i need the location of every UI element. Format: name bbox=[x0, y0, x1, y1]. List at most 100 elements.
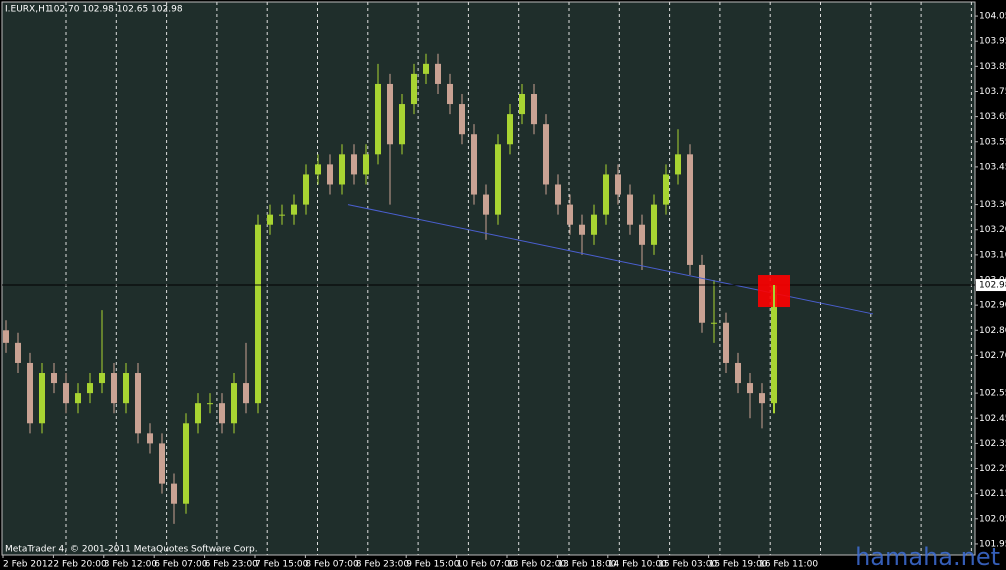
y-tick-label: 103.45 bbox=[979, 162, 1006, 172]
x-tick-label: 15 Feb 19:00 bbox=[709, 560, 768, 570]
candle-body bbox=[351, 154, 357, 175]
candle-body bbox=[495, 144, 501, 215]
candle-body bbox=[243, 383, 249, 404]
candle-body bbox=[147, 433, 153, 444]
candle-body bbox=[435, 63, 441, 84]
candle-body bbox=[471, 134, 477, 195]
candle-body bbox=[735, 362, 741, 384]
x-tick-label: 6 Feb 07:00 bbox=[154, 560, 208, 570]
x-tick-label: 10 Feb 07:00 bbox=[457, 560, 516, 570]
candle-body bbox=[315, 164, 321, 175]
candle-body bbox=[543, 124, 549, 185]
candle-body bbox=[63, 383, 69, 404]
y-tick-label: 102.80 bbox=[979, 326, 1006, 336]
x-tick-label: 9 Feb 15:00 bbox=[406, 560, 460, 570]
y-tick-label: 101.95 bbox=[979, 539, 1006, 549]
y-tick-label: 102.05 bbox=[979, 514, 1006, 524]
candle-body bbox=[291, 204, 297, 215]
y-tick-label: 102.70 bbox=[979, 351, 1006, 361]
price-label-box bbox=[976, 279, 1006, 292]
candle-body bbox=[591, 214, 597, 235]
candle-body bbox=[87, 383, 93, 394]
candle-body bbox=[51, 373, 57, 384]
candle-body bbox=[195, 403, 201, 424]
price-label: 102.98 bbox=[979, 281, 1006, 291]
y-tick-label: 104.05 bbox=[979, 12, 1006, 22]
candle-body bbox=[363, 154, 369, 175]
y-tick-label: 102.90 bbox=[979, 301, 1006, 311]
y-tick-label: 103.75 bbox=[979, 87, 1006, 97]
x-tick-label: 2 Feb 20:00 bbox=[53, 560, 107, 570]
candle-body bbox=[279, 214, 285, 216]
candle-body bbox=[219, 403, 225, 424]
x-tick-label: 8 Feb 23:00 bbox=[356, 560, 410, 570]
candle-body bbox=[651, 204, 657, 245]
y-tick-label: 103.55 bbox=[979, 137, 1006, 147]
x-tick-label: 15 Feb 03:00 bbox=[658, 560, 717, 570]
candle-body bbox=[15, 342, 21, 363]
candle-body bbox=[387, 83, 393, 145]
x-tick-label: 2 Feb 2012 bbox=[3, 560, 53, 570]
candle-body bbox=[615, 174, 621, 195]
x-tick-label: 13 Feb 18:00 bbox=[557, 560, 616, 570]
y-tick-label: 102.15 bbox=[979, 489, 1006, 499]
candle-body bbox=[447, 83, 453, 105]
candle-body bbox=[687, 154, 693, 265]
candle-body bbox=[747, 383, 753, 394]
candle-body bbox=[99, 373, 105, 384]
candle-body bbox=[627, 194, 633, 225]
candle-body bbox=[459, 104, 465, 135]
candle-body bbox=[375, 83, 381, 155]
candle-body bbox=[579, 224, 585, 235]
x-tick-label: 13 Feb 02:00 bbox=[507, 560, 566, 570]
plot-area bbox=[1, 1, 976, 556]
candle-body bbox=[159, 443, 165, 484]
candle-body bbox=[423, 63, 429, 74]
x-tick-label: 14 Feb 10:00 bbox=[608, 560, 667, 570]
candle-body bbox=[207, 403, 213, 405]
candle-body bbox=[339, 154, 345, 185]
x-tick-label: 6 Feb 23:00 bbox=[205, 560, 259, 570]
candle-body bbox=[519, 93, 525, 115]
x-tick-label: 3 Feb 12:00 bbox=[104, 560, 158, 570]
x-tick-label: 16 Feb 11:00 bbox=[759, 560, 818, 570]
candle-body bbox=[699, 264, 705, 323]
candle-body bbox=[267, 214, 273, 225]
candle-body bbox=[327, 164, 333, 185]
y-tick-label: 103.65 bbox=[979, 112, 1006, 122]
candle-body bbox=[231, 383, 237, 424]
candle-body bbox=[603, 174, 609, 215]
candle-body bbox=[303, 174, 309, 205]
candle-body bbox=[483, 194, 489, 215]
candle-body bbox=[183, 423, 189, 504]
x-tick-label: 7 Feb 15:00 bbox=[255, 560, 309, 570]
candle-body bbox=[255, 224, 261, 404]
candle-body bbox=[507, 114, 513, 145]
candle-body bbox=[171, 483, 177, 504]
candle-body bbox=[135, 373, 141, 434]
ohlc-header: 102.70 102.98 102.65 102.98 bbox=[48, 5, 183, 15]
watermark: hamaha.net bbox=[855, 543, 1000, 570]
candle-body bbox=[123, 373, 129, 404]
candle-body bbox=[567, 204, 573, 225]
y-tick-label: 103.85 bbox=[979, 62, 1006, 72]
y-tick-label: 103.30 bbox=[979, 200, 1006, 210]
y-tick-label: 103.10 bbox=[979, 250, 1006, 260]
chart-title: I.EURX,H1 bbox=[5, 5, 51, 15]
y-tick-label: 103.20 bbox=[979, 225, 1006, 235]
candle-body bbox=[663, 174, 669, 205]
y-tick-label: 102.35 bbox=[979, 439, 1006, 449]
candle-body bbox=[111, 373, 117, 404]
footer: MetaTrader 4, © 2001-2011 MetaQuotes Sof… bbox=[5, 545, 258, 555]
y-tick-label: 102.25 bbox=[979, 464, 1006, 474]
candle-body bbox=[399, 104, 405, 145]
candle-body bbox=[27, 362, 33, 424]
candle-body bbox=[75, 393, 81, 404]
x-tick-label: 8 Feb 07:00 bbox=[305, 560, 359, 570]
y-tick-label: 103.95 bbox=[979, 37, 1006, 47]
y-tick-label: 102.45 bbox=[979, 414, 1006, 424]
candle-body bbox=[39, 373, 45, 424]
candle-body bbox=[639, 224, 645, 245]
candle-body bbox=[411, 73, 417, 105]
